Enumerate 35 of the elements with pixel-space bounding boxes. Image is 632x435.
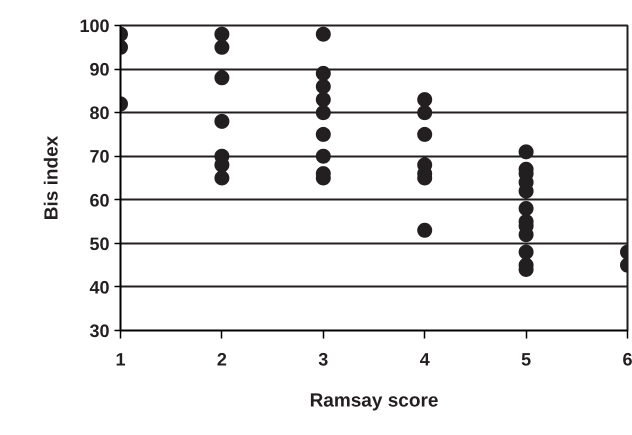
- point: [316, 126, 331, 142]
- y-tick-label: 50: [89, 234, 110, 254]
- x-axis-title: Ramsay score: [310, 390, 438, 412]
- y-axis-title: Bis index: [41, 135, 62, 220]
- x-tick-label: 5: [521, 350, 532, 370]
- x-tick-label: 4: [420, 350, 430, 370]
- point: [518, 201, 534, 216]
- point: [214, 170, 230, 186]
- point: [316, 26, 331, 42]
- point: [316, 66, 331, 81]
- point: [214, 114, 230, 129]
- y-tick-label: 100: [79, 16, 110, 36]
- y-tick-label: 30: [89, 321, 110, 341]
- point: [518, 244, 534, 260]
- point: [214, 26, 230, 42]
- point: [518, 144, 534, 160]
- x-tick-label: 6: [622, 350, 632, 370]
- point: [214, 40, 230, 55]
- point: [316, 148, 331, 164]
- x-tick-label: 3: [318, 350, 328, 370]
- point: [417, 222, 432, 238]
- y-tick-label: 40: [89, 277, 110, 298]
- y-tick-label: 80: [89, 103, 110, 124]
- y-tick-label: 70: [89, 146, 110, 167]
- point: [316, 92, 331, 108]
- point: [417, 126, 432, 142]
- x-tick-label: 1: [115, 350, 126, 370]
- y-tick-label: 90: [89, 60, 110, 80]
- point: [214, 70, 230, 86]
- x-tick-label: 2: [216, 350, 227, 370]
- y-tick-label: 60: [89, 190, 110, 210]
- point: [417, 92, 432, 108]
- point: [417, 105, 432, 120]
- point: [316, 79, 331, 94]
- point: [316, 105, 331, 120]
